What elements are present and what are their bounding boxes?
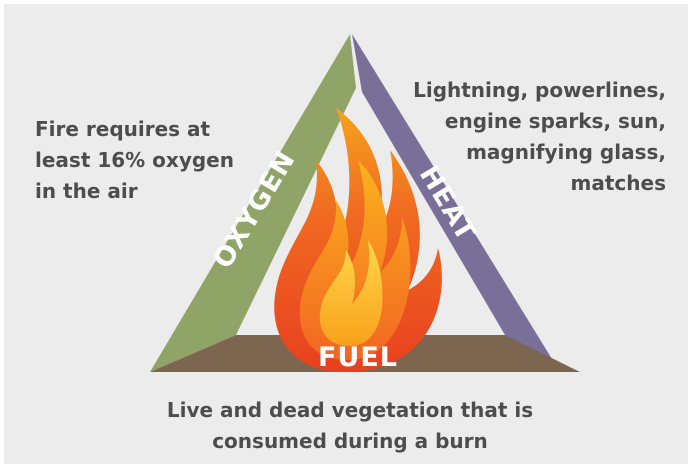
oxygen-description: least 16% oxygen <box>35 148 234 172</box>
fire-triangle-diagram: OXYGEN HEAT FUEL Fire requires at least … <box>0 0 692 468</box>
oxygen-description: in the air <box>35 179 138 203</box>
page: OXYGEN HEAT FUEL Fire requires at least … <box>0 0 692 468</box>
heat-description: magnifying glass, <box>466 140 666 164</box>
fuel-label: FUEL <box>318 342 398 373</box>
heat-description: engine sparks, sun, <box>445 109 666 133</box>
heat-description: matches <box>571 171 666 195</box>
oxygen-description: Fire requires at <box>35 117 211 141</box>
heat-description: Lightning, powerlines, <box>413 78 666 102</box>
fuel-description: consumed during a burn <box>212 429 488 453</box>
fuel-description: Live and dead vegetation that is <box>167 398 533 422</box>
